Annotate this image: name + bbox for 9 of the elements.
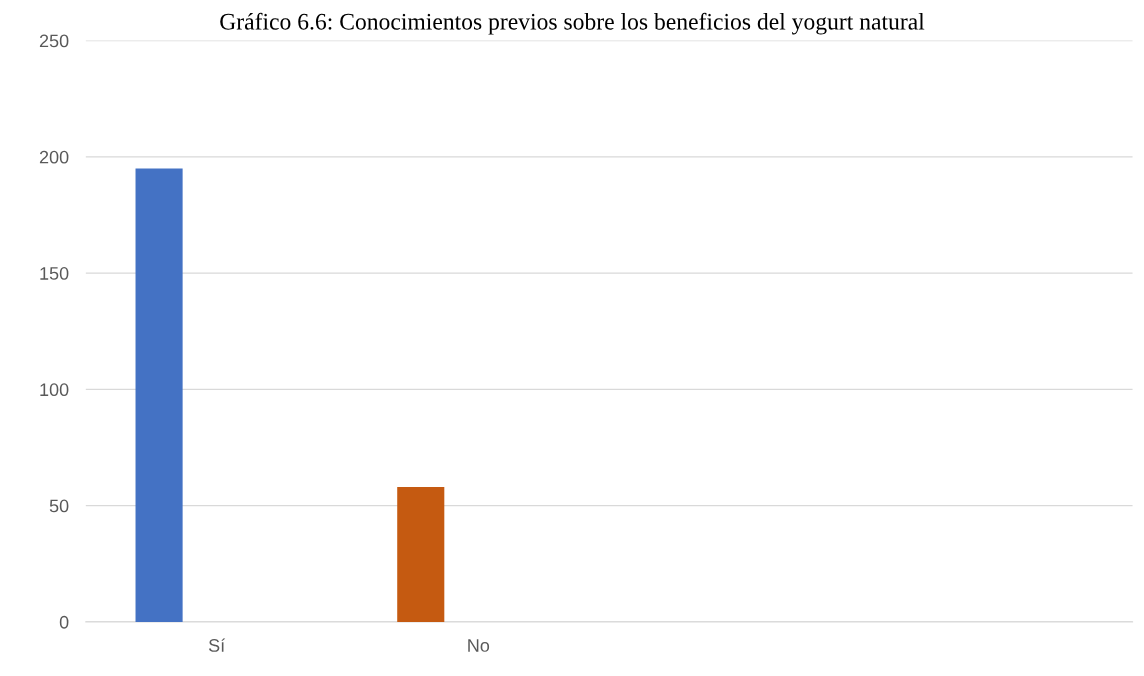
chart-title: Gráfico 6.6: Conocimientos previos sobre los beneficios del yogurt natural: [220, 12, 925, 35]
y-tick-label: 50: [49, 499, 69, 513]
y-tick-label: 100: [40, 383, 69, 397]
y-tick-label: 0: [59, 615, 69, 629]
y-tick-label: 250: [39, 34, 69, 48]
x-tick-label: Sí: [208, 638, 226, 652]
x-tick-label: No: [468, 639, 490, 652]
y-tick-label: 150: [40, 267, 69, 280]
y-tick-label: 200: [39, 150, 69, 164]
